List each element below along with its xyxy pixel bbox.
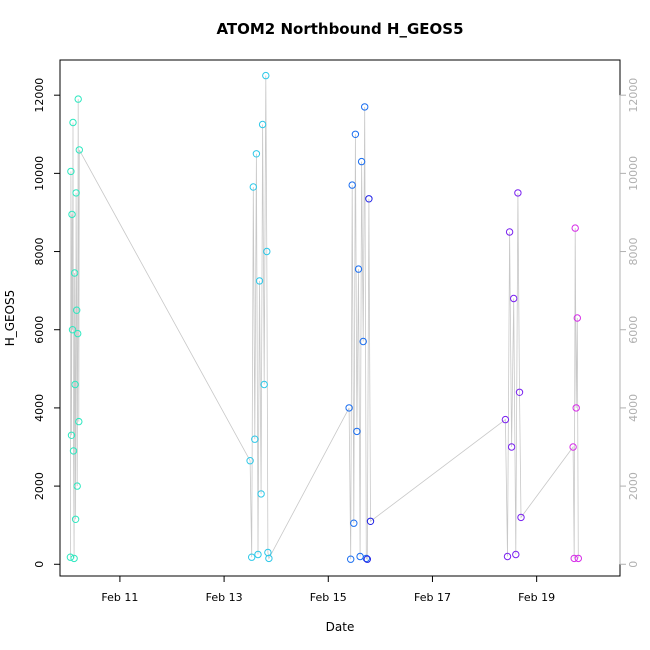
data-point (363, 555, 371, 563)
data-point (249, 183, 258, 191)
y-tick-label-left: 2000 (33, 472, 46, 500)
y-tick-label-right: 0 (627, 561, 640, 568)
data-point (71, 380, 79, 389)
x-tick-label: Feb 15 (310, 591, 347, 604)
data-point (354, 265, 363, 273)
data-point (512, 550, 520, 559)
data-points (66, 71, 582, 563)
x-tick-label: Feb 17 (414, 591, 451, 604)
y-tick-label-right: 10000 (627, 156, 640, 191)
chart-title: ATOM2 Northbound H_GEOS5 (216, 20, 463, 38)
y-tick-label-left: 12000 (33, 78, 46, 113)
data-point (258, 120, 267, 129)
data-point (263, 247, 271, 256)
y-tick-label-left: 4000 (33, 394, 46, 422)
data-point (73, 482, 81, 490)
data-point (515, 388, 524, 396)
data-point (68, 326, 77, 334)
data-point (72, 189, 80, 197)
data-point (573, 314, 581, 322)
plot-frame (59, 59, 621, 577)
data-point (510, 294, 518, 303)
data-point (75, 417, 83, 426)
data-point (248, 553, 256, 561)
data-point (74, 95, 82, 103)
data-point (69, 118, 77, 127)
data-point (503, 552, 512, 561)
connector-lines (70, 75, 579, 561)
y-tick-label-left: 6000 (33, 316, 46, 344)
data-point (262, 71, 270, 80)
data-point (67, 431, 76, 439)
x-axis-label: Date (326, 620, 355, 634)
y-tick-label-right: 8000 (627, 238, 640, 266)
data-point (365, 195, 373, 203)
data-point (514, 189, 522, 197)
data-point (517, 513, 525, 522)
data-point (366, 517, 375, 525)
data-point (252, 150, 261, 158)
data-point (348, 181, 356, 189)
data-point (75, 146, 84, 154)
data-point (572, 404, 580, 412)
y-tick-label-right: 4000 (627, 394, 640, 422)
data-point (571, 224, 579, 232)
data-point (345, 404, 353, 412)
data-point (347, 555, 355, 563)
x-tick-label: Feb 11 (101, 591, 138, 604)
y-tick-label-right: 6000 (627, 316, 640, 344)
data-point (574, 554, 582, 563)
x-tick-label: Feb 19 (518, 591, 555, 604)
data-point (71, 515, 80, 523)
y-tick-label-left: 10000 (33, 156, 46, 191)
x-axis: Feb 11 Feb 13 Feb 15 Feb 17 Feb 19 (101, 575, 555, 604)
data-point (254, 550, 262, 559)
data-point (74, 329, 82, 338)
y-axis-right: 0 2000 4000 6000 8000 10000 12000 (619, 78, 640, 568)
data-point (66, 553, 75, 561)
data-point (507, 443, 516, 451)
data-point (362, 554, 370, 563)
connector-polyline (70, 75, 579, 561)
data-point (265, 554, 273, 563)
data-point (70, 554, 78, 563)
y-axis-left: 0 2000 4000 6000 8000 10000 12000 (33, 78, 61, 568)
data-point (246, 457, 254, 465)
data-point (357, 157, 366, 166)
data-point (70, 269, 79, 277)
y-tick-label-left: 8000 (33, 238, 46, 266)
data-point (505, 228, 514, 236)
x-tick-label: Feb 13 (206, 591, 243, 604)
data-point (350, 519, 358, 527)
data-point (570, 554, 578, 563)
data-point (361, 103, 369, 111)
y-tick-label-right: 2000 (627, 472, 640, 500)
data-point (73, 306, 81, 314)
data-point (255, 277, 264, 285)
data-point (359, 337, 367, 346)
data-point (251, 435, 259, 443)
y-axis-label: H_GEOS5 (3, 290, 17, 347)
data-point (501, 415, 510, 424)
data-point (260, 380, 268, 389)
data-point (569, 443, 577, 451)
data-point (353, 427, 361, 436)
data-point (67, 167, 75, 176)
data-point (351, 130, 360, 139)
data-point (68, 210, 76, 219)
data-point (257, 490, 265, 498)
y-tick-label-left: 0 (33, 561, 46, 568)
data-point (69, 447, 78, 455)
y-tick-label-right: 12000 (627, 78, 640, 113)
